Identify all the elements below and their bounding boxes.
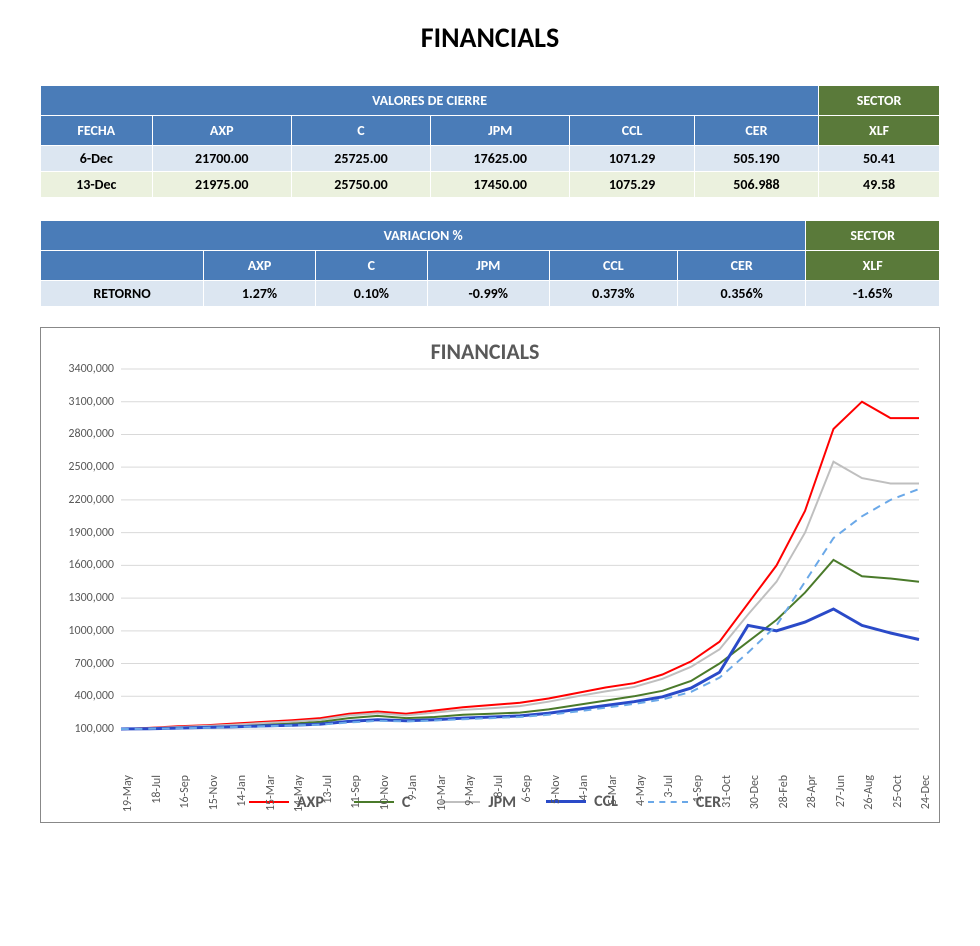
- variacion-header-sector: SECTOR: [806, 221, 940, 251]
- y-axis-label: 700,000: [75, 657, 115, 671]
- x-axis-label: 8-Jul: [492, 775, 506, 798]
- data-cell: 506.988: [694, 172, 818, 198]
- col-header: AXP: [204, 251, 316, 281]
- table-row: 6-Dec21700.0025725.0017625.001071.29505.…: [41, 146, 940, 172]
- x-axis-label: 28-Apr: [805, 775, 819, 808]
- sector-cell: 50.41: [819, 146, 940, 172]
- x-axis-label: 16-Sep: [178, 775, 192, 809]
- variacion-table: VARIACION % SECTOR AXPCJPMCCLCERXLF RETO…: [40, 220, 940, 307]
- x-axis-label: 24-Dec: [919, 775, 933, 809]
- y-axis-label: 1600,000: [68, 558, 114, 572]
- y-axis-label: 100,000: [75, 722, 115, 736]
- data-cell: 1071.29: [570, 146, 694, 172]
- x-axis-label: 19-May: [121, 775, 135, 812]
- x-axis-label: 14-May: [292, 775, 306, 812]
- x-axis-label: 15-Nov: [207, 775, 221, 810]
- series-line-ccl: [121, 609, 919, 729]
- x-axis-label: 11-Sep: [349, 775, 363, 809]
- valores-table-wrap: VALORES DE CIERRE SECTOR FECHAAXPCJPMCCL…: [40, 85, 940, 198]
- y-axis-label: 2200,000: [68, 493, 114, 507]
- data-cell: 0.356%: [677, 281, 805, 307]
- x-axis-label: 25-Oct: [891, 775, 905, 808]
- x-axis-label: 3-Jul: [662, 775, 676, 798]
- x-axis-label: 5-Nov: [549, 775, 563, 804]
- data-cell: 505.190: [694, 146, 818, 172]
- data-cell: 21700.00: [152, 146, 291, 172]
- sector-cell: -1.65%: [806, 281, 940, 307]
- x-axis-label: 15-Mar: [264, 775, 278, 811]
- legend-item-axp: AXP: [249, 793, 324, 812]
- chart-container: FINANCIALS 100,000400,000700,0001000,000…: [40, 327, 940, 823]
- y-axis-label: 2500,000: [68, 460, 114, 474]
- y-axis-label: 3400,000: [68, 362, 114, 376]
- data-cell: 17625.00: [431, 146, 570, 172]
- legend-item-cer: CER: [648, 793, 721, 812]
- col-header: [41, 251, 204, 281]
- col-header: CCL: [549, 251, 677, 281]
- x-axis-label: 9-Jan: [406, 775, 420, 801]
- x-axis-label: 28-Feb: [777, 775, 791, 808]
- col-header-sector: XLF: [819, 116, 940, 146]
- variacion-header-main: VARIACION %: [41, 221, 806, 251]
- row-label: RETORNO: [41, 281, 204, 307]
- sector-cell: 49.58: [819, 172, 940, 198]
- col-header: CCL: [570, 116, 694, 146]
- x-axis-label: 4-May: [634, 775, 648, 806]
- data-cell: -0.99%: [427, 281, 549, 307]
- data-cell: 25750.00: [291, 172, 430, 198]
- x-axis-label: 14-Jan: [235, 775, 249, 807]
- x-axis-label: 4-Jan: [577, 775, 591, 801]
- page-title: FINANCIALS: [20, 20, 960, 55]
- series-line-cer: [121, 489, 919, 729]
- legend-swatch: [648, 801, 688, 803]
- col-header: JPM: [427, 251, 549, 281]
- data-cell: 21975.00: [152, 172, 291, 198]
- row-label: 6-Dec: [41, 146, 153, 172]
- col-header: C: [291, 116, 430, 146]
- x-axis-label: 27-Jun: [834, 775, 848, 807]
- x-axis-label: 10-Nov: [378, 775, 392, 810]
- col-header: JPM: [431, 116, 570, 146]
- data-cell: 1075.29: [570, 172, 694, 198]
- chart-title: FINANCIALS: [51, 338, 919, 365]
- chart-plot-area: 100,000400,000700,0001000,0001300,000160…: [121, 369, 919, 729]
- y-axis-label: 2800,000: [68, 427, 114, 441]
- x-axis-label: 6-Sep: [520, 775, 534, 803]
- x-axis-label: 1-Sep: [691, 775, 705, 803]
- valores-header-sector: SECTOR: [819, 86, 940, 116]
- col-header: C: [315, 251, 427, 281]
- x-axis-label: 10-Mar: [435, 775, 449, 811]
- table-row: 13-Dec21975.0025750.0017450.001075.29506…: [41, 172, 940, 198]
- col-header: AXP: [152, 116, 291, 146]
- data-cell: 17450.00: [431, 172, 570, 198]
- col-header: CER: [694, 116, 818, 146]
- x-axis-label: 30-Dec: [748, 775, 762, 809]
- y-axis-label: 1900,000: [68, 526, 114, 540]
- variacion-table-wrap: VARIACION % SECTOR AXPCJPMCCLCERXLF RETO…: [40, 220, 940, 307]
- series-line-jpm: [121, 462, 919, 729]
- col-header: CER: [677, 251, 805, 281]
- x-axis-label: 9-May: [463, 775, 477, 806]
- y-axis-label: 1300,000: [68, 591, 114, 605]
- x-axis-label: 18-Jul: [150, 775, 164, 804]
- table-row: RETORNO1.27%0.10%-0.99%0.373%0.356%-1.65…: [41, 281, 940, 307]
- data-cell: 0.10%: [315, 281, 427, 307]
- x-axis-label: 13-Jul: [321, 775, 335, 804]
- data-cell: 1.27%: [204, 281, 316, 307]
- y-axis-label: 1000,000: [68, 624, 114, 638]
- y-axis-label: 400,000: [75, 689, 115, 703]
- x-axis-label: 5-Mar: [606, 775, 620, 805]
- col-header: FECHA: [41, 116, 153, 146]
- y-axis-label: 3100,000: [68, 395, 114, 409]
- valores-header-main: VALORES DE CIERRE: [41, 86, 819, 116]
- row-label: 13-Dec: [41, 172, 153, 198]
- data-cell: 25725.00: [291, 146, 430, 172]
- valores-table: VALORES DE CIERRE SECTOR FECHAAXPCJPMCCL…: [40, 85, 940, 198]
- data-cell: 0.373%: [549, 281, 677, 307]
- x-axis-label: 31-Oct: [720, 775, 734, 808]
- col-header-sector: XLF: [806, 251, 940, 281]
- x-axis-label: 26-Aug: [862, 775, 876, 810]
